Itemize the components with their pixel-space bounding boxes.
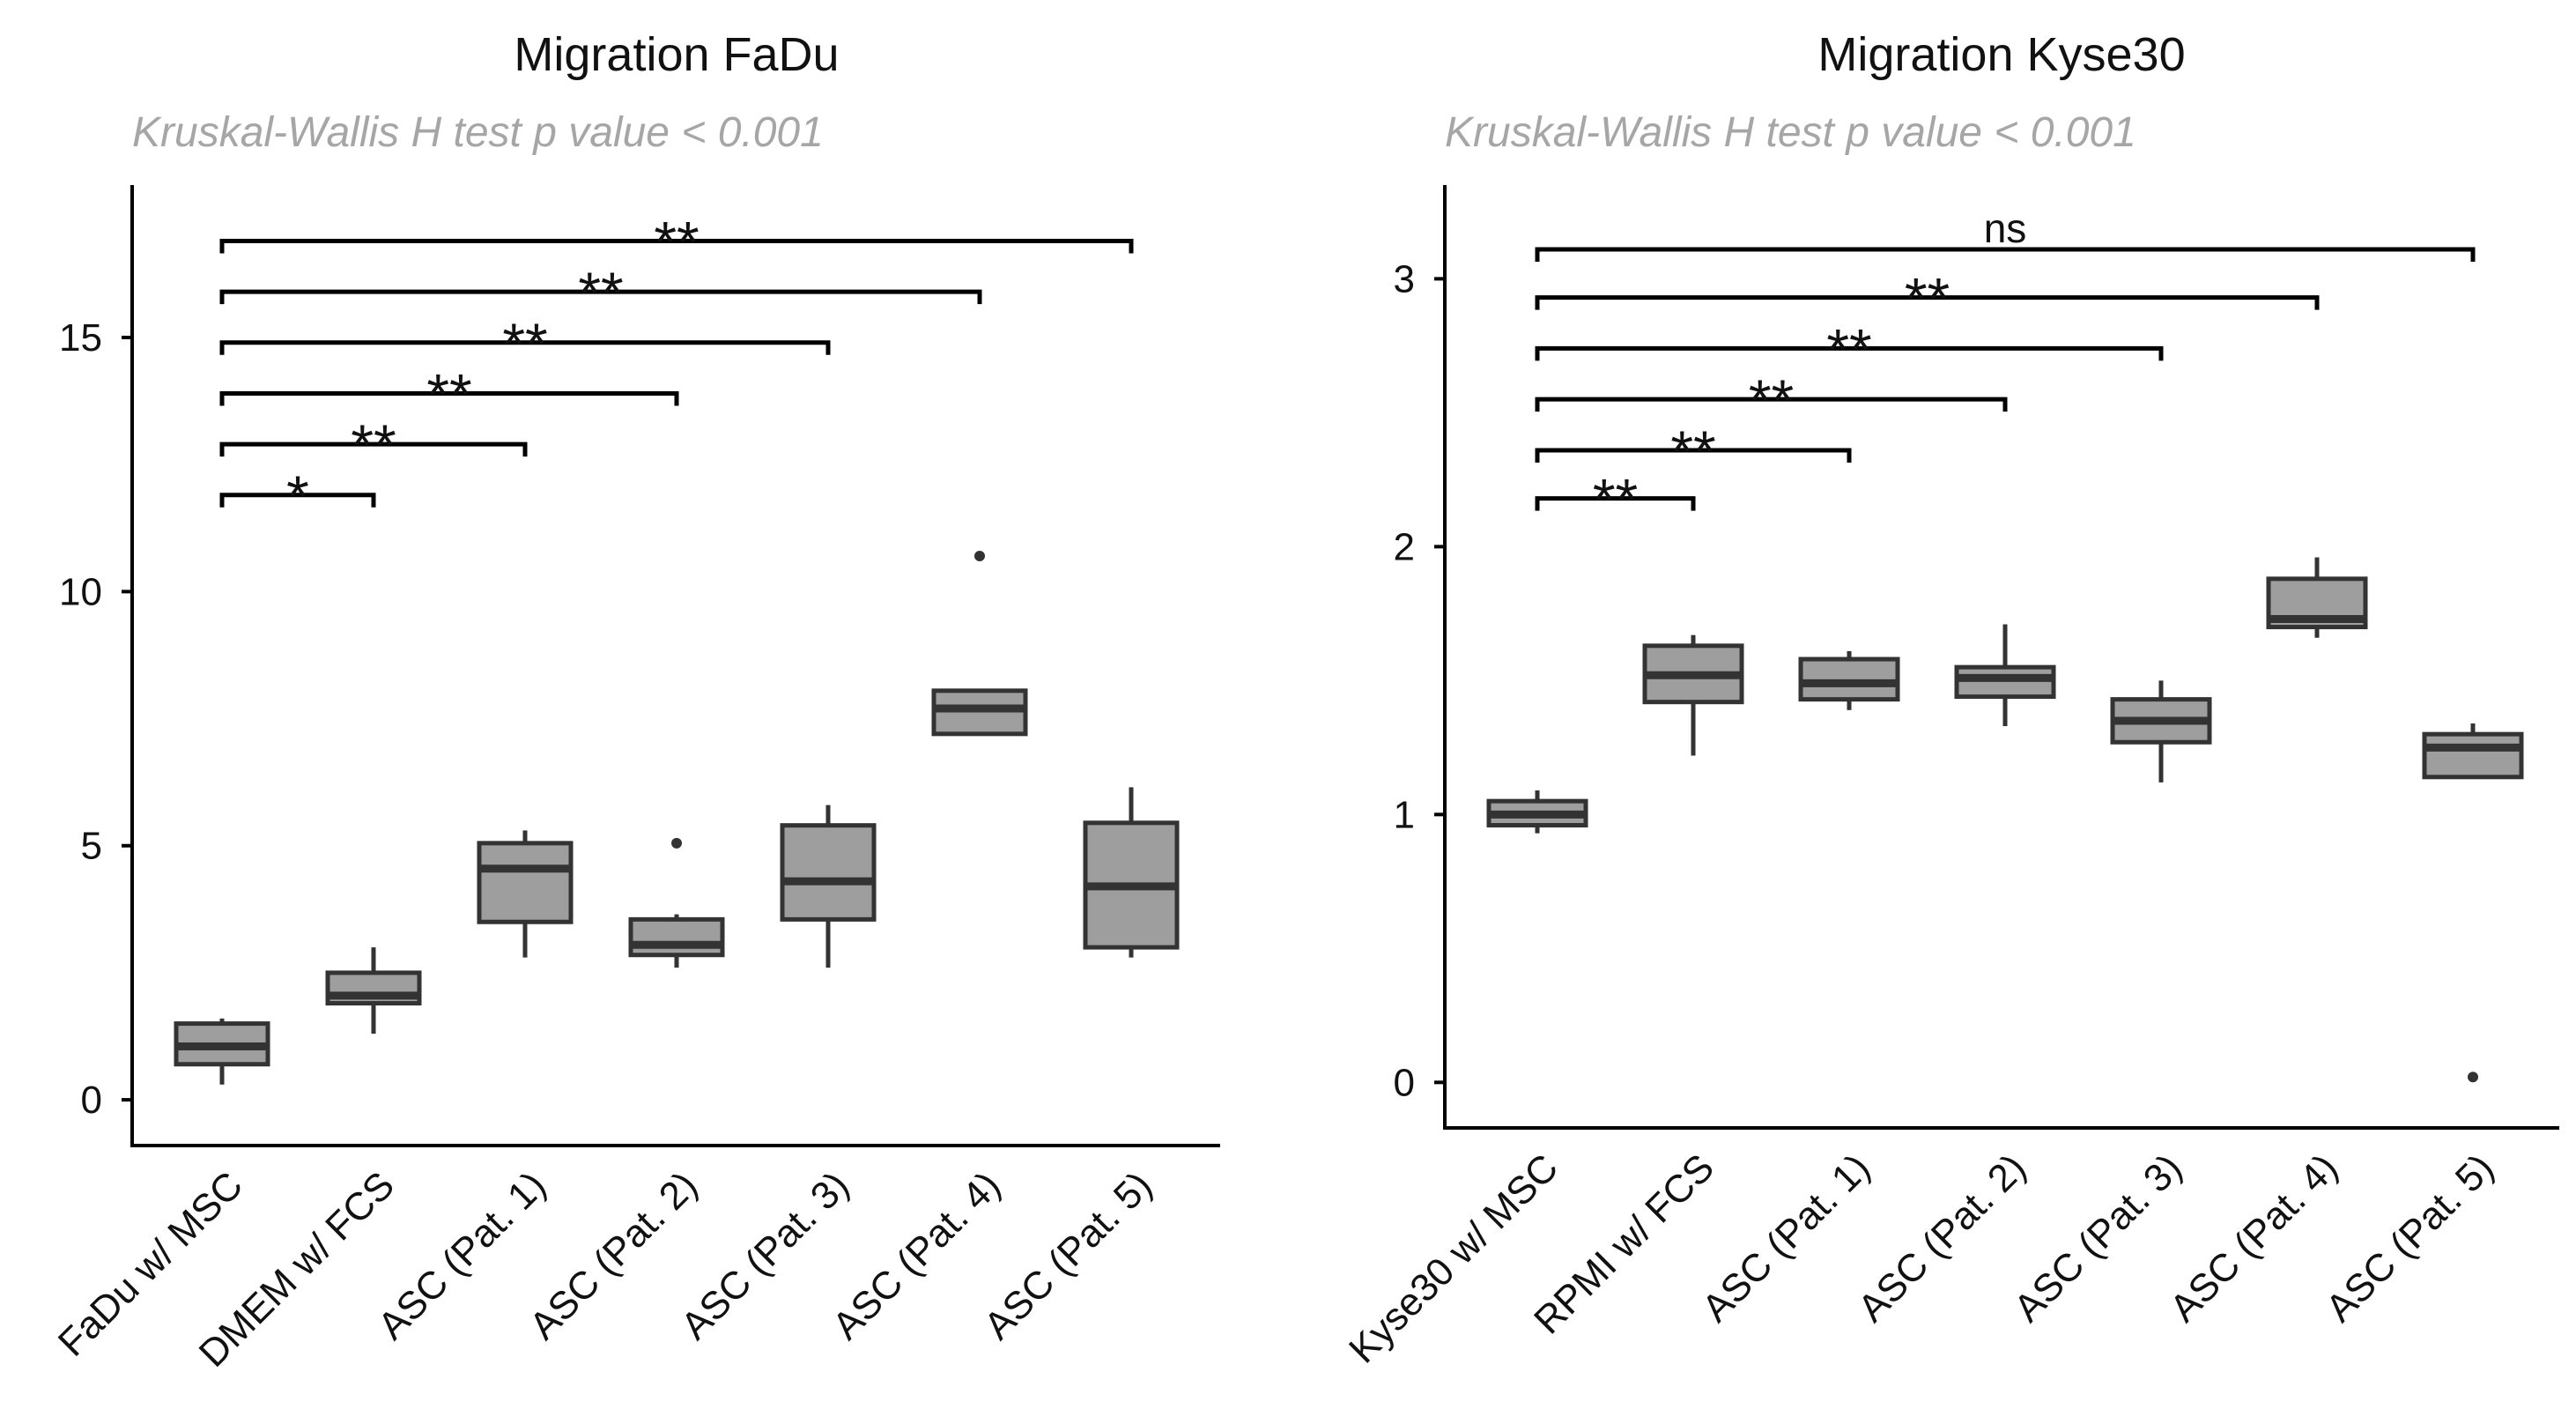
significance-bracket (1535, 247, 2476, 262)
significance-label: * (286, 464, 309, 529)
significance-bracket (1535, 397, 2008, 412)
box (628, 916, 725, 958)
significance-label: ** (1905, 266, 1950, 331)
significance-label: ** (1826, 316, 1871, 382)
outlier-point (974, 551, 985, 562)
significance-label: ** (351, 412, 396, 478)
box (2422, 731, 2524, 780)
x-category-label: ASC (Pat. 2) (1850, 1146, 2034, 1330)
axes (1443, 185, 2559, 1130)
x-category-label: ASC (Pat. 3) (2006, 1146, 2190, 1330)
x-category-label: ASC (Pat. 5) (2318, 1146, 2502, 1330)
y-tick-label: 0 (81, 1079, 102, 1122)
significance-label: ** (1593, 467, 1638, 532)
significance-bracket (219, 238, 1134, 254)
box (1954, 664, 2056, 700)
significance-bracket (219, 340, 831, 355)
outlier-point (671, 837, 682, 849)
x-category-label: Kyse30 w/ MSC (1341, 1146, 1566, 1371)
y-tick-label: 2 (1394, 525, 1415, 568)
y-tick-label: 5 (81, 825, 102, 868)
significance-label: ** (502, 311, 547, 376)
significance-bracket (1535, 448, 1852, 463)
y-tick-label: 15 (59, 316, 102, 360)
panel-migration-fadu: Migration FaDu Kruskal-Wallis H test p v… (50, 28, 1220, 1376)
box (1798, 656, 1900, 702)
significance-label: ns (1984, 205, 2027, 251)
significance-bracket (219, 289, 982, 305)
y-tick-label: 1 (1394, 793, 1415, 836)
significance-label: ** (654, 209, 699, 274)
panel-migration-kyse30: Migration Kyse30 Kruskal-Wallis H test p… (1341, 28, 2559, 1371)
box (477, 841, 574, 924)
significance-label: ** (1749, 367, 1794, 433)
box (780, 823, 877, 922)
significance-bracket (219, 390, 679, 406)
significance-bracket (1535, 295, 2320, 310)
y-tick-label: 3 (1394, 257, 1415, 300)
significance-label: ** (578, 260, 623, 325)
chart-title: Migration FaDu (514, 28, 839, 81)
axes (130, 185, 1220, 1147)
significance-label: ** (1670, 419, 1715, 484)
significance-bracket (219, 441, 528, 457)
y-tick-label: 0 (1394, 1061, 1415, 1104)
chart-subtitle: Kruskal-Wallis H test p value < 0.001 (1445, 109, 2136, 156)
significance-label: ** (426, 361, 471, 426)
x-category-label: ASC (Pat. 1) (1694, 1146, 1878, 1330)
significance-bracket (1535, 345, 2164, 361)
significance-bracket (1535, 496, 1696, 511)
x-category-label: ASC (Pat. 4) (2162, 1146, 2346, 1330)
significance-bracket (219, 493, 376, 508)
y-tick-label: 10 (59, 570, 102, 613)
outlier-point (2468, 1072, 2478, 1083)
chart-subtitle: Kruskal-Wallis H test p value < 0.001 (132, 109, 824, 156)
chart-title: Migration Kyse30 (1817, 28, 2185, 81)
